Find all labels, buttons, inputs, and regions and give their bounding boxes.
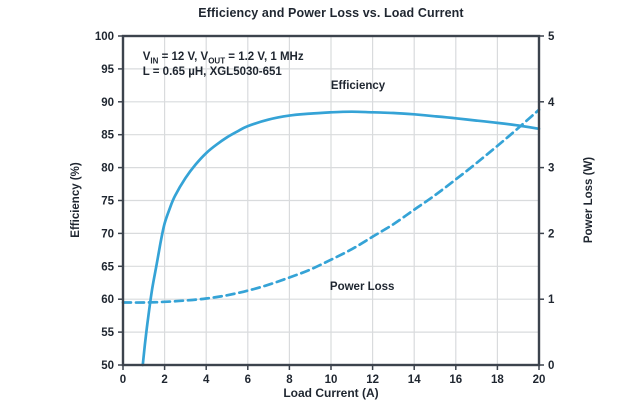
efficiency-curve-label: Efficiency bbox=[330, 80, 386, 92]
y-left-tick-label: 95 bbox=[101, 64, 114, 76]
y-left-tick-label: 70 bbox=[101, 228, 114, 240]
y-left-tick-label: 55 bbox=[101, 327, 114, 339]
y-right-tick-label: 0 bbox=[548, 360, 554, 372]
y-left-tick-label: 75 bbox=[101, 196, 114, 208]
plot-frame bbox=[121, 34, 541, 367]
y-left-tick-label: 60 bbox=[101, 294, 114, 306]
y-right-tick-label: 2 bbox=[548, 228, 554, 240]
y-axis-label-left: Efficiency (%) bbox=[70, 162, 82, 238]
x-tick-label: 0 bbox=[120, 374, 126, 386]
y-axis-label-right: Power Loss (W) bbox=[583, 156, 595, 244]
x-tick-label: 4 bbox=[203, 374, 210, 386]
efficiency-curve bbox=[141, 110, 541, 367]
x-axis-label: Load Current (A) bbox=[283, 386, 379, 400]
annotation-line: VIN = 12 V, VOUT = 1.2 V, 1 MHz bbox=[142, 50, 304, 66]
x-tick-label: 16 bbox=[449, 374, 462, 386]
y-left-tick-label: 85 bbox=[101, 130, 114, 142]
annotation-line: L = 0.65 µH, XGL5030-651 bbox=[142, 65, 282, 78]
power-loss-curve bbox=[121, 108, 541, 304]
x-tick-label: 6 bbox=[245, 374, 251, 386]
x-tick-label: 2 bbox=[161, 374, 167, 386]
x-tick-label: 10 bbox=[325, 374, 338, 386]
y-left-tick-label: 50 bbox=[101, 360, 114, 372]
x-tick-label: 14 bbox=[408, 374, 421, 386]
x-tick-label: 8 bbox=[286, 374, 293, 386]
chart-title: Efficiency and Power Loss vs. Load Curre… bbox=[198, 6, 464, 20]
y-right-tick-label: 3 bbox=[548, 163, 554, 175]
power-loss-curve-label: Power Loss bbox=[329, 280, 395, 293]
y-right-tick-label: 5 bbox=[548, 31, 555, 43]
x-tick-label: 18 bbox=[491, 374, 504, 386]
conditions-annotation: VIN = 12 V, VOUT = 1.2 V, 1 MHz L = 0.65 … bbox=[143, 50, 304, 80]
y-left-tick-label: 80 bbox=[101, 163, 114, 175]
y-right-tick-label: 4 bbox=[548, 97, 555, 109]
y-right-tick-label: 1 bbox=[548, 294, 555, 306]
y-left-tick-label: 100 bbox=[95, 31, 114, 43]
x-tick-label: 12 bbox=[366, 374, 379, 386]
y-left-tick-label: 90 bbox=[101, 97, 114, 109]
x-tick-label: 20 bbox=[533, 374, 546, 386]
y-left-tick-label: 65 bbox=[101, 261, 114, 273]
